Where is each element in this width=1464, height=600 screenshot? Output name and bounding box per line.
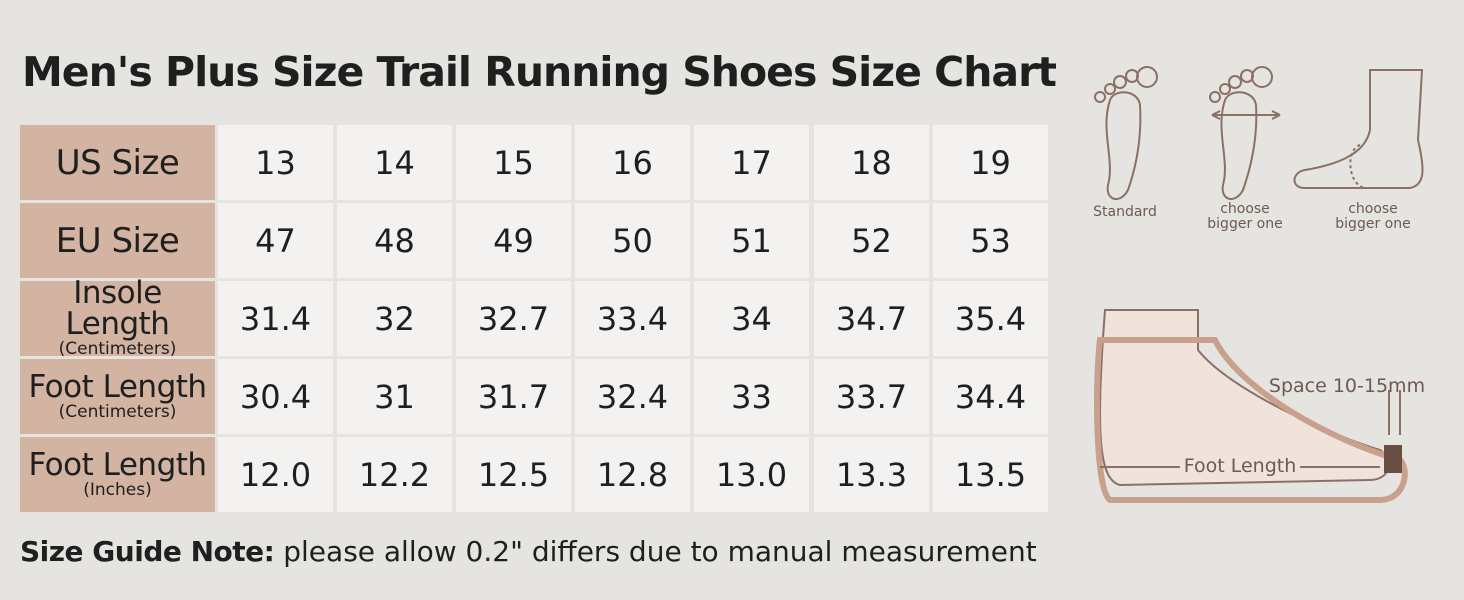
row-label: EU Size — [55, 220, 180, 261]
title: Men's Plus Size Trail Running Shoes Size… — [22, 48, 1057, 96]
row-label: US Size — [55, 142, 180, 183]
table-cell: 13.5 — [933, 437, 1048, 512]
table-cell: 33.4 — [575, 281, 690, 356]
table-cell: 32.4 — [575, 359, 690, 434]
table-cell: 12.0 — [218, 437, 333, 512]
row-unit: (Inches) — [83, 479, 152, 500]
space-label: Space 10-15mm — [1268, 375, 1426, 397]
table-cell: 12.8 — [575, 437, 690, 512]
table-cell: 14 — [337, 125, 452, 200]
table-cell: 32 — [337, 281, 452, 356]
row-header: Foot Length (Inches) — [20, 437, 215, 512]
table-cell: 13 — [218, 125, 333, 200]
row-label: Insole Length — [65, 275, 170, 343]
table-cell: 13.3 — [814, 437, 929, 512]
table-cell: 35.4 — [933, 281, 1048, 356]
table-cell: 49 — [456, 203, 571, 278]
table-cell: 51 — [694, 203, 809, 278]
row-label: Foot Length — [28, 446, 207, 483]
table-cell: 31.7 — [456, 359, 571, 434]
table-cell: 53 — [933, 203, 1048, 278]
illustrations — [1094, 66, 1424, 503]
fit-label: choose bigger one — [1335, 201, 1411, 233]
row-label: Foot Length — [28, 368, 207, 405]
table-cell: 48 — [337, 203, 452, 278]
foot-length-label: Foot Length — [1180, 456, 1300, 477]
note: Size Guide Note: please allow 0.2" diffe… — [20, 535, 1037, 568]
table-cell: 31.4 — [218, 281, 333, 356]
table-cell: 13.0 — [694, 437, 809, 512]
row-header: EU Size — [20, 203, 215, 278]
table-cell: 16 — [575, 125, 690, 200]
row-unit: (Centimeters) — [58, 401, 177, 422]
row-header: US Size — [20, 125, 215, 200]
fit-label: Standard — [1093, 204, 1157, 220]
table-cell: 33.7 — [814, 359, 929, 434]
table-cell: 33 — [694, 359, 809, 434]
table-cell: 50 — [575, 203, 690, 278]
table-cell: 47 — [218, 203, 333, 278]
table-cell: 12.5 — [456, 437, 571, 512]
row-unit: (Centimeters) — [58, 339, 177, 360]
table-cell: 12.2 — [337, 437, 452, 512]
row-header: Insole Length (Centimeters) — [20, 275, 215, 360]
table-cell: 19 — [933, 125, 1048, 200]
table-cell: 34.7 — [814, 281, 929, 356]
table-cell: 30.4 — [218, 359, 333, 434]
note-label: Size Guide Note: — [20, 535, 275, 568]
table-cell: 52 — [814, 203, 929, 278]
table-cell: 34.4 — [933, 359, 1048, 434]
table-cell: 18 — [814, 125, 929, 200]
table-cell: 31 — [337, 359, 452, 434]
fit-label: choose bigger one — [1207, 201, 1283, 233]
table-cell: 34 — [694, 281, 809, 356]
table-cell: 32.7 — [456, 281, 571, 356]
note-text: please allow 0.2" differs due to manual … — [283, 535, 1037, 568]
table-cell: 15 — [456, 125, 571, 200]
row-header: Foot Length (Centimeters) — [20, 359, 215, 434]
table-cell: 17 — [694, 125, 809, 200]
